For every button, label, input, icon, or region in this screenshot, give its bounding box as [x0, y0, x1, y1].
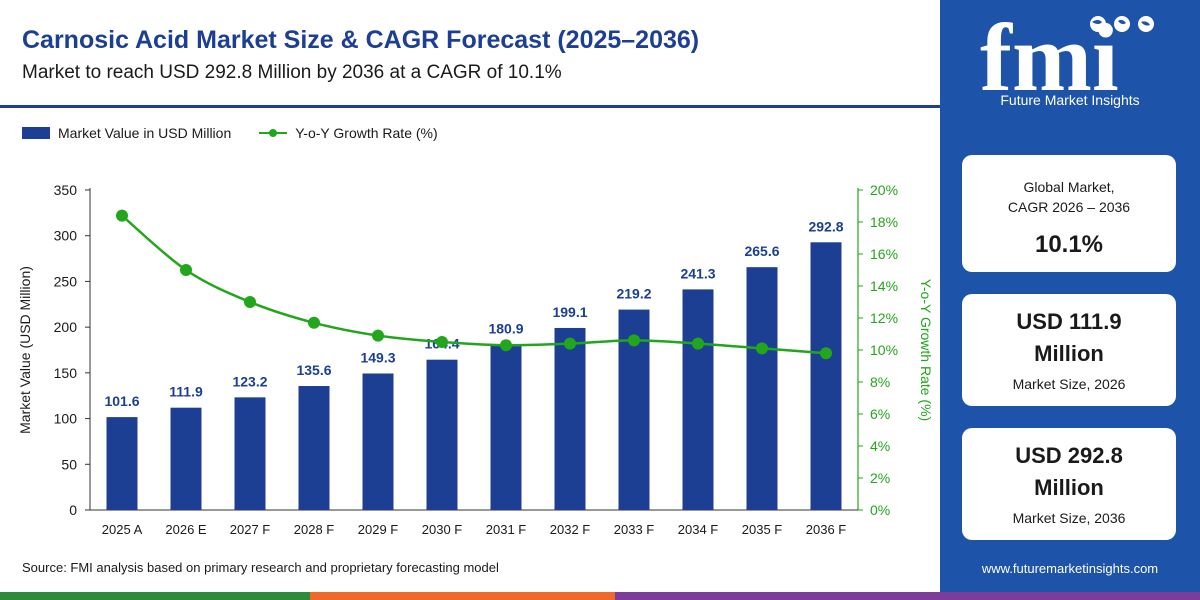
- bar: [682, 289, 714, 510]
- fmi-logo: fmi: [980, 10, 1154, 110]
- bar: [362, 373, 394, 510]
- strip-segment-purple: [615, 592, 1200, 600]
- y-tick-label: 0: [69, 502, 77, 518]
- x-tick-label: 2029 F: [358, 522, 399, 537]
- market-size-2026-value: USD 111.9 Million: [1016, 309, 1122, 366]
- growth-point: [244, 296, 256, 308]
- x-tick-label: 2027 F: [230, 522, 271, 537]
- growth-point: [372, 329, 384, 342]
- growth-point: [500, 339, 512, 352]
- bar: [234, 397, 266, 510]
- chart-legend: Market Value in USD Million Y-o-Y Growth…: [22, 125, 438, 141]
- growth-point: [756, 342, 768, 355]
- logo-caption: Future Market Insights: [1000, 92, 1140, 108]
- bar: [746, 267, 778, 510]
- cagr-card-value: 10.1%: [1034, 231, 1104, 258]
- y-tick-label: 150: [54, 365, 78, 381]
- combo-chart: 0 50 100 150 200 250 300 350 0% 2% 4% 6% 8% 10% 12% 14%…: [17, 182, 934, 537]
- y2-tick-label: 10%: [870, 342, 898, 358]
- y2-tick-label: 6%: [870, 406, 890, 422]
- y2-tick-label: 16%: [870, 246, 898, 262]
- title-divider: [0, 105, 940, 108]
- x-tick-label: 2028 F: [294, 522, 335, 537]
- bar-value-label: 241.3: [680, 265, 715, 281]
- chart-panel: Carnosic Acid Market Size & CAGR Forecas…: [0, 26, 940, 575]
- page-subtitle: Market to reach USD 292.8 Million by 203…: [22, 62, 562, 83]
- bar-value-label: 199.1: [552, 304, 587, 320]
- y-tick-label: 250: [54, 273, 78, 289]
- market-size-2026-card: USD 111.9 Million Market Size, 2026: [962, 294, 1176, 406]
- x-tick-label: 2031 F: [486, 522, 527, 537]
- x-tick-label: 2034 F: [678, 522, 719, 537]
- bar-value-label: 135.6: [296, 362, 331, 378]
- growth-point: [116, 209, 128, 222]
- y-tick-label: 350: [54, 182, 78, 198]
- legend-line-swatch: [259, 129, 288, 137]
- market-size-2036-value: USD 292.8 Million: [1015, 443, 1123, 500]
- y2-tick-label: 12%: [870, 310, 898, 326]
- growth-point: [820, 347, 832, 360]
- bar-value-label: 265.6: [744, 243, 779, 259]
- bar: [426, 359, 458, 510]
- bar-value-label: 292.8: [808, 218, 843, 234]
- bar: [810, 242, 842, 510]
- x-tick-label: 2030 F: [422, 522, 463, 537]
- y2-tick-label: 20%: [870, 182, 898, 198]
- x-tick-label: 2036 F: [806, 522, 847, 537]
- bottom-color-strip: [0, 592, 1200, 600]
- bar: [298, 386, 330, 510]
- y2-tick-label: 0%: [870, 502, 890, 518]
- cagr-card: Global Market, CAGR 2026 – 2036 10.1%: [962, 155, 1176, 272]
- market-size-2026-label: Market Size, 2026: [1012, 376, 1126, 392]
- bar-value-label: 101.6: [104, 393, 139, 409]
- x-tick-label: 2025 A: [102, 522, 143, 537]
- legend-bar-label: Market Value in USD Million: [58, 125, 232, 141]
- y-tick-label: 50: [61, 456, 77, 472]
- y-axis-title: Market Value (USD Million): [17, 266, 33, 434]
- cagr-card-label: Global Market, CAGR 2026 – 2036: [1007, 179, 1131, 215]
- bar-value-label: 123.2: [232, 373, 267, 389]
- x-tick-label: 2035 F: [742, 522, 783, 537]
- x-tick-label: 2033 F: [614, 522, 655, 537]
- growth-point: [564, 337, 576, 350]
- brand-sidebar: fmi Future Market Insights Global Market…: [940, 0, 1200, 592]
- page-title: Carnosic Acid Market Size & CAGR Forecas…: [22, 26, 700, 54]
- legend-bar-swatch: [22, 127, 50, 139]
- y2-tick-label: 18%: [870, 214, 898, 230]
- x-tick-label: 2032 F: [550, 522, 591, 537]
- y2-tick-label: 2%: [870, 470, 890, 486]
- legend-line-label: Y-o-Y Growth Rate (%): [295, 125, 438, 141]
- growth-point: [308, 316, 320, 329]
- market-size-2036-card: USD 292.8 Million Market Size, 2036: [962, 428, 1176, 540]
- source-note: Source: FMI analysis based on primary re…: [22, 560, 499, 575]
- y-tick-label: 200: [54, 319, 78, 335]
- y2-tick-label: 14%: [870, 278, 898, 294]
- bar-value-label: 149.3: [360, 349, 395, 365]
- bar: [170, 407, 202, 510]
- website-link[interactable]: www.futuremarketinsights.com: [981, 561, 1159, 576]
- bar: [554, 327, 586, 510]
- strip-segment-orange: [310, 592, 615, 600]
- bar-value-label: 219.2: [616, 286, 651, 302]
- growth-point: [180, 264, 192, 276]
- y2-tick-label: 8%: [870, 374, 890, 390]
- bar-value-label: 111.9: [169, 384, 203, 400]
- y-tick-label: 100: [54, 411, 78, 427]
- y2-tick-label: 4%: [870, 438, 890, 454]
- bar: [106, 417, 138, 510]
- y2-axis-title: Y-o-Y Growth Rate (%): [918, 279, 934, 421]
- bar-value-label: 180.9: [488, 321, 523, 337]
- y-tick-label: 300: [54, 228, 78, 244]
- bar: [490, 344, 522, 510]
- market-size-2036-label: Market Size, 2036: [1012, 510, 1126, 526]
- growth-point: [436, 336, 448, 348]
- growth-line: [121, 214, 827, 355]
- strip-segment-green: [0, 592, 310, 600]
- growth-point: [628, 334, 640, 347]
- x-tick-label: 2026 E: [165, 522, 207, 537]
- growth-point: [692, 337, 704, 350]
